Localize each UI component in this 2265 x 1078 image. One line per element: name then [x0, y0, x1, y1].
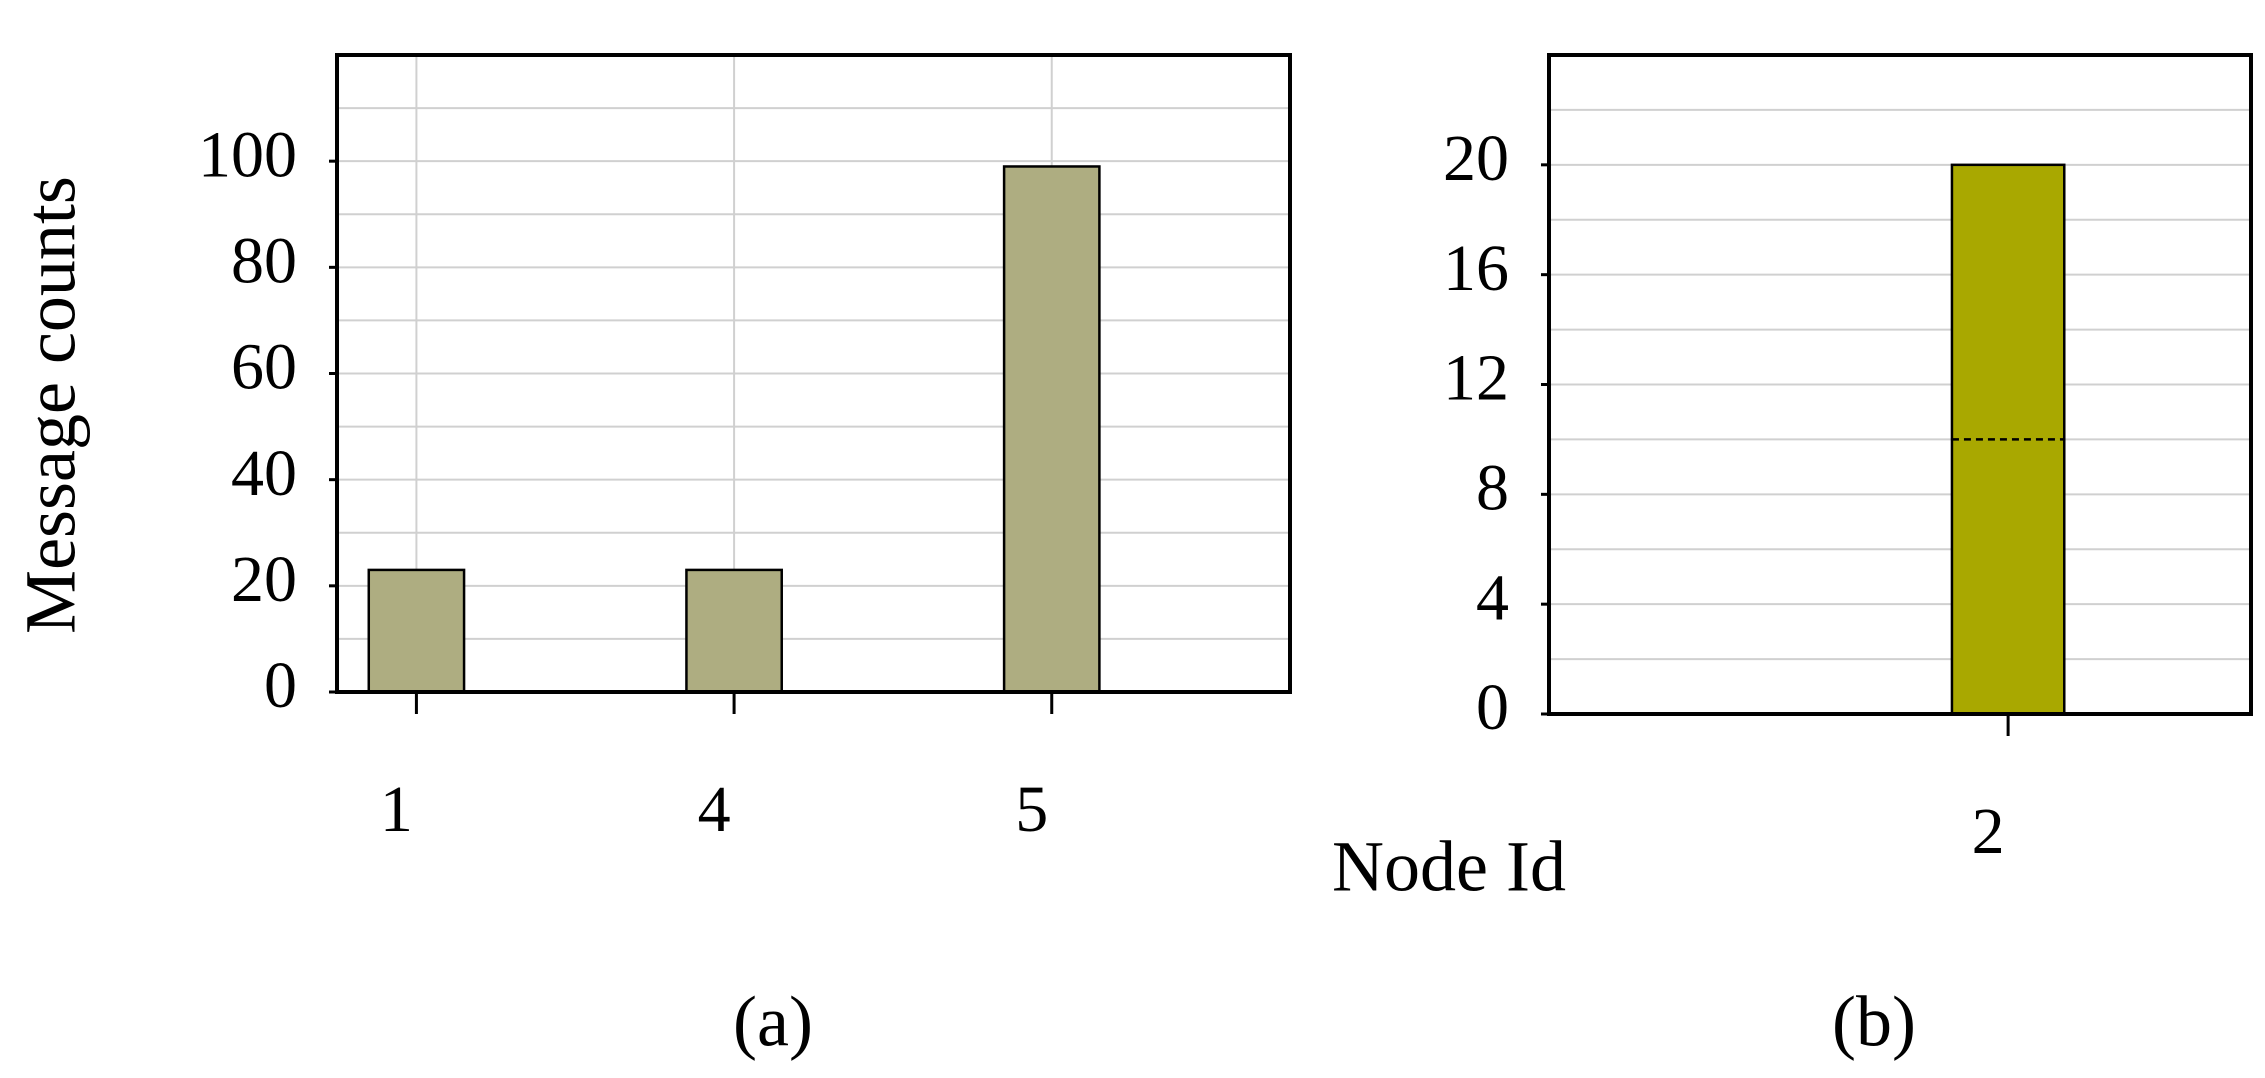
x-tick-label: 4 — [698, 773, 731, 846]
caption: (b) — [1832, 982, 1916, 1062]
y-tick-label: 4 — [1476, 561, 1509, 634]
x-tick-label: 5 — [1015, 773, 1048, 846]
y-tick-label: 60 — [231, 331, 297, 404]
bar — [367, 568, 466, 694]
x-tick-label: 2 — [1972, 795, 2005, 868]
caption: (a) — [733, 982, 813, 1062]
y-tick-label: 100 — [198, 118, 297, 191]
x-axis-label: Node Id — [1332, 827, 1566, 907]
bar-segment — [1951, 439, 2065, 714]
y-tick-label: 8 — [1476, 451, 1509, 524]
y-tick-label: 12 — [1443, 342, 1509, 415]
y-tick-label: 40 — [231, 437, 297, 510]
y-tick-label: 20 — [1443, 122, 1509, 195]
bar — [1002, 165, 1101, 694]
y-tick-label: 16 — [1443, 232, 1509, 305]
y-tick-label: 0 — [264, 649, 297, 722]
bar-segment — [1951, 164, 2065, 440]
plot-frame — [335, 53, 1292, 694]
x-tick-label: 1 — [380, 773, 413, 846]
bar — [685, 568, 783, 694]
y-tick-label: 0 — [1476, 671, 1509, 744]
y-tick-label: 80 — [231, 224, 297, 297]
plot-frame — [1547, 53, 2253, 716]
y-axis-label: Message counts — [11, 176, 91, 634]
y-tick-label: 20 — [231, 543, 297, 616]
